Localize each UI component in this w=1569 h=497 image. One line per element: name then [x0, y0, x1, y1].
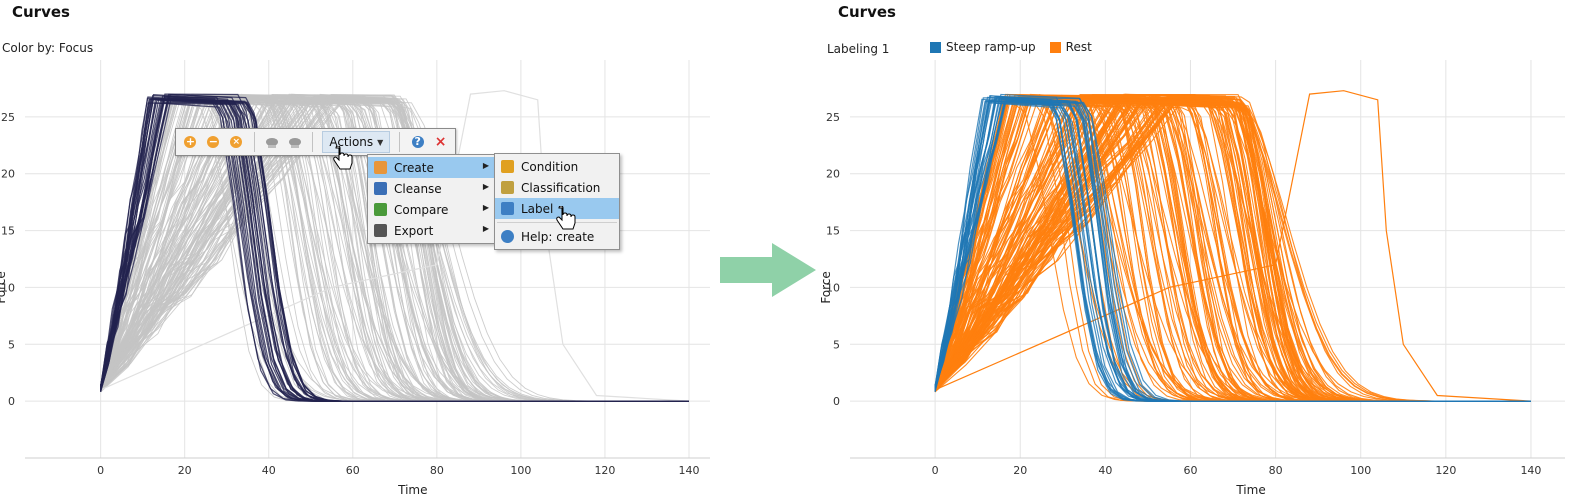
legend-label-steep: Steep ramp-up	[946, 40, 1036, 54]
y-tick-label: 25	[1, 111, 15, 124]
x-tick-label: 40	[262, 464, 276, 477]
y-tick-label: 20	[826, 168, 840, 181]
chevron-right-icon: ▶	[482, 203, 489, 212]
hand-cursor-icon	[333, 146, 353, 170]
chart-toolbar: + − × Actions ▼ ? ×	[175, 128, 456, 156]
legend-label-rest: Rest	[1065, 40, 1092, 54]
labeling-label[interactable]: Labeling 1	[827, 42, 890, 56]
menu-item-label: Create	[394, 160, 434, 175]
menu-item-label: Compare	[394, 202, 449, 217]
menu-item-help-create[interactable]: Help: create	[495, 226, 619, 247]
menu-item-condition[interactable]: Condition	[495, 156, 619, 177]
menu-item-label: Classification	[521, 180, 601, 195]
close-icon[interactable]: ×	[434, 134, 447, 150]
legend-swatch-steep	[930, 41, 941, 53]
export-icon	[374, 224, 387, 237]
series-focus-curves	[934, 93, 1531, 402]
menu-item-label: Help: create	[521, 229, 595, 244]
y-tick-label: 0	[833, 395, 840, 408]
help-icon	[501, 230, 514, 243]
hand-cursor-icon	[556, 206, 576, 230]
chevron-right-icon: ▶	[482, 161, 489, 170]
x-tick-label: 120	[594, 464, 615, 477]
legend-swatch-rest	[1049, 41, 1061, 53]
cleanse-icon	[374, 182, 387, 195]
toolbar-divider	[253, 132, 255, 152]
x-tick-label: 40	[1098, 464, 1112, 477]
y-axis-label: Force	[820, 271, 833, 303]
y-tick-label: 5	[8, 338, 15, 351]
classification-icon	[501, 181, 514, 194]
y-tick-label: 25	[826, 111, 840, 124]
menu-item-label: Cleanse	[394, 181, 442, 196]
x-tick-label: 20	[178, 464, 192, 477]
y-tick-label: 20	[1, 168, 15, 181]
actions-menu: Create ▶ Cleanse ▶ Compare ▶ Export ▶	[367, 154, 495, 244]
y-tick-label: 0	[8, 395, 15, 408]
y-axis-label: Force	[0, 271, 8, 303]
chevron-down-icon: ▼	[377, 137, 384, 147]
toolbar-divider	[312, 132, 314, 152]
curve-line-outlier	[934, 90, 1532, 402]
y-tick-label: 15	[1, 225, 15, 238]
x-tick-label: 140	[1520, 464, 1541, 477]
x-tick-label: 60	[346, 464, 360, 477]
reset-zoom-icon[interactable]: ×	[228, 133, 245, 151]
x-tick-label: 80	[430, 464, 444, 477]
curves-chart-right[interactable]: 0 20 40 60 80 100 120 140 0 5 10 15 20 25 Time Force	[820, 0, 1569, 497]
menu-divider	[497, 222, 617, 223]
series-focus-curves	[100, 93, 689, 402]
x-tick-label: 140	[678, 464, 699, 477]
curves-chart-left[interactable]: 0 20 40 60 80 100 120 140 0 5 10 15 20 25 Time Force	[0, 0, 720, 497]
menu-item-label: Condition	[521, 159, 579, 174]
transition-arrow-icon	[720, 243, 816, 297]
x-tick-label: 0	[932, 464, 939, 477]
toolbar-divider	[399, 132, 401, 152]
legend-item-steep[interactable]: Steep ramp-up	[930, 40, 1036, 54]
x-tick-label: 0	[97, 464, 104, 477]
actions-label: Actions	[329, 135, 374, 149]
y-tick-label: 5	[833, 338, 840, 351]
menu-item-export[interactable]: Export ▶	[368, 220, 494, 241]
compare-icon	[374, 203, 387, 216]
help-icon[interactable]: ?	[409, 133, 426, 151]
menu-item-label: Label	[521, 201, 554, 216]
label-icon	[501, 202, 514, 215]
x-tick-label: 60	[1183, 464, 1197, 477]
menu-item-cleanse[interactable]: Cleanse ▶	[368, 178, 494, 199]
condition-icon	[501, 160, 514, 173]
zoom-out-icon[interactable]: −	[207, 135, 220, 148]
chevron-right-icon: ▶	[482, 182, 489, 191]
curve-line-steep	[100, 96, 689, 402]
x-tick-label: 80	[1269, 464, 1283, 477]
curve-line-steep	[934, 96, 1531, 402]
x-tick-label: 100	[1350, 464, 1371, 477]
zoom-in-icon[interactable]: +	[184, 135, 197, 148]
x-axis-label: Time	[1235, 483, 1265, 497]
color-by-label[interactable]: Color by: Focus	[2, 41, 94, 55]
curve-line-outlier	[100, 90, 690, 402]
menu-item-classification[interactable]: Classification	[495, 177, 619, 198]
redo-icon[interactable]	[287, 133, 304, 151]
x-tick-label: 20	[1013, 464, 1027, 477]
x-axis-label: Time	[397, 483, 427, 497]
left-panel-title: Curves	[12, 3, 70, 21]
menu-item-label[interactable]: Label	[495, 198, 619, 219]
menu-item-compare[interactable]: Compare ▶	[368, 199, 494, 220]
right-panel-title: Curves	[838, 3, 896, 21]
y-tick-label: 10	[1, 281, 15, 294]
y-tick-label: 10	[826, 281, 840, 294]
create-submenu: Condition Classification Label Help: create	[494, 153, 620, 250]
series-background-curves	[934, 90, 1532, 402]
undo-icon[interactable]	[264, 133, 281, 151]
x-tick-label: 100	[510, 464, 531, 477]
x-tick-label: 120	[1435, 464, 1456, 477]
chart-legend: Steep ramp-up Rest	[930, 40, 1092, 54]
create-icon	[374, 161, 387, 174]
legend-item-rest[interactable]: Rest	[1049, 40, 1092, 54]
menu-item-label: Export	[394, 223, 434, 238]
menu-item-create[interactable]: Create ▶	[368, 157, 494, 178]
y-tick-label: 15	[826, 225, 840, 238]
chevron-right-icon: ▶	[482, 224, 489, 233]
